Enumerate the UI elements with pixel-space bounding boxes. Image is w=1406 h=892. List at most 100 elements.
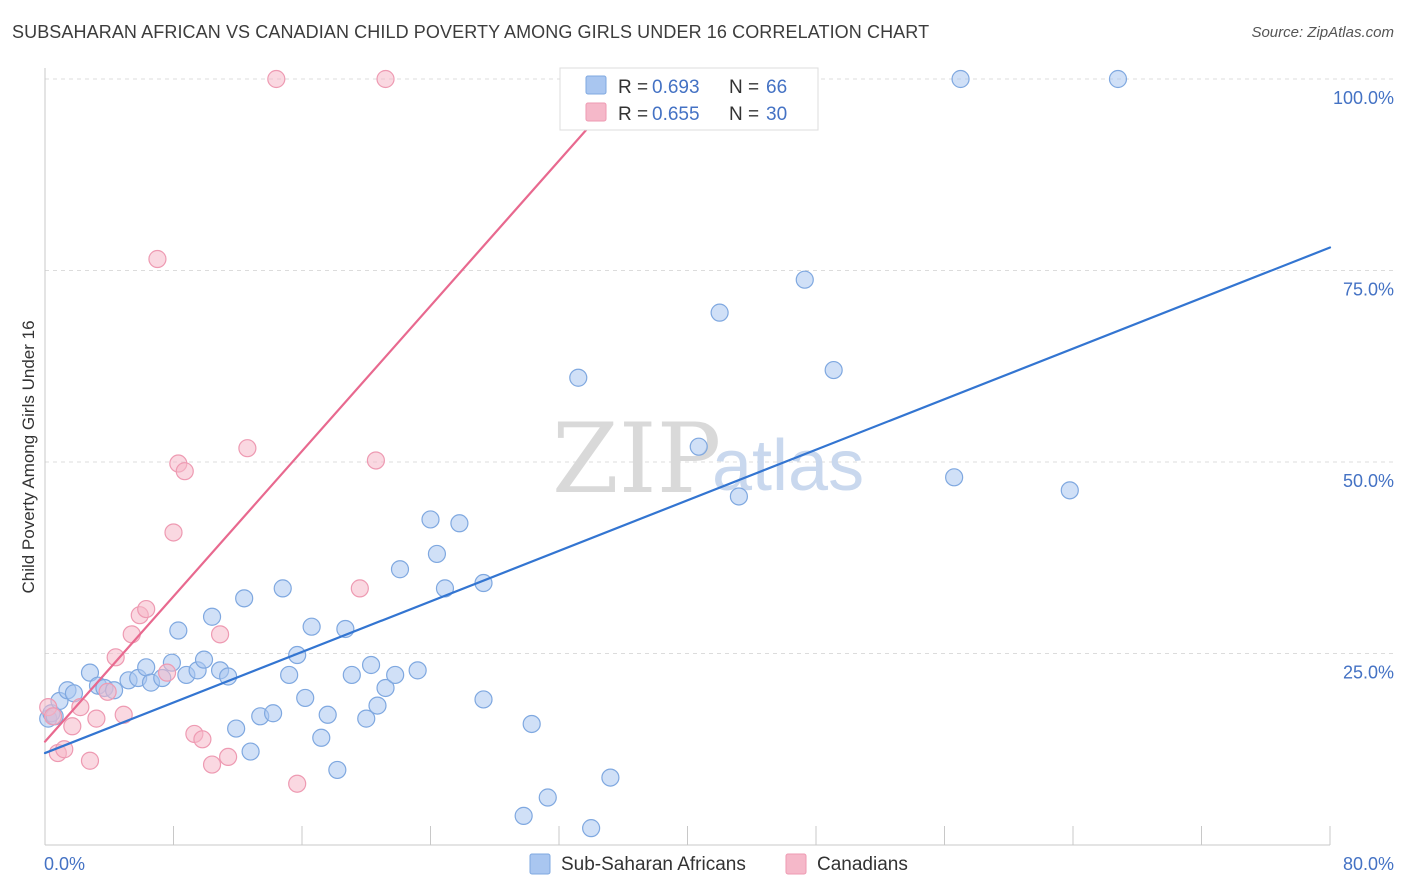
bottom-legend-label-1: Canadians [817, 854, 908, 875]
y-tick-label-0: 25.0% [1343, 663, 1394, 683]
bottom-legend-label-0: Sub-Saharan Africans [561, 854, 746, 875]
series-1-point-20 [193, 730, 212, 749]
series-1-point-24 [238, 439, 257, 458]
series-1-point-23 [219, 747, 238, 767]
series-0-point-41 [376, 678, 395, 698]
series-0-point-42 [386, 665, 405, 685]
series-0-point-58 [710, 303, 729, 322]
series-0-point-29 [280, 665, 299, 685]
series-0-point-25 [241, 742, 260, 761]
series-0-point-55 [582, 819, 601, 838]
series-1-point-18 [175, 462, 194, 481]
series-0-point-64 [1060, 481, 1079, 500]
watermark: ZIP atlas [552, 403, 864, 515]
legend-n-label-1: N = [729, 104, 759, 125]
legend-n-label-0: N = [729, 77, 759, 98]
series-0-point-44 [408, 661, 427, 680]
series-0-point-6 [80, 663, 100, 682]
legend-r-value-1: 0.655 [652, 104, 700, 125]
series-0-point-37 [342, 665, 361, 685]
x-tick-label-0: 0.0% [44, 854, 85, 874]
series-0-point-65 [1108, 69, 1128, 89]
series-1-point-28 [366, 451, 385, 470]
bottom-legend-swatch-1 [785, 853, 807, 875]
series-0-point-32 [302, 617, 321, 636]
legend-box: R = 0.693 N = 66 R = 0.655 N = 30 [559, 67, 819, 131]
series-0-point-28 [273, 579, 292, 598]
series-0-trend-line [43, 246, 1332, 755]
series-0-point-23 [227, 719, 246, 738]
series-0-point-34 [318, 705, 337, 724]
chart-title: SUBSAHARAN AFRICAN VS CANADIAN CHILD POV… [12, 22, 930, 42]
legend-r-label-1: R = [618, 104, 648, 125]
series-1-point-25 [267, 69, 286, 89]
series-1-point-4 [63, 717, 82, 736]
series-0-point-16 [169, 621, 188, 640]
series-0-point-54 [569, 368, 588, 387]
chart-source: Source: ZipAtlas.com [1251, 24, 1394, 41]
series-0-point-52 [522, 714, 541, 734]
gridlines [45, 78, 1395, 654]
series-layer [39, 69, 1128, 838]
series-0-point-35 [328, 760, 347, 780]
series-0-point-24 [235, 589, 254, 608]
series-0-point-63 [951, 69, 970, 89]
series-0-point-22 [219, 667, 238, 686]
series-0-point-43 [390, 560, 410, 579]
series-0-point-39 [361, 655, 381, 675]
series-0-points [39, 69, 1128, 838]
series-1-point-22 [210, 625, 230, 644]
series-1-point-6 [80, 751, 100, 770]
series-1-point-1 [43, 707, 63, 726]
legend-swatch-0 [585, 75, 607, 95]
series-0-point-12 [137, 658, 156, 677]
series-1-point-29 [376, 69, 395, 89]
y-tick-label-2: 75.0% [1343, 280, 1394, 300]
series-1-point-15 [157, 663, 177, 682]
tick-labels: 25.0% 50.0% 75.0% 100.0% 0.0% 80.0% [44, 88, 1394, 874]
bottom-legend: Sub-Saharan Africans Canadians [529, 853, 908, 875]
legend-r-label-0: R = [618, 77, 648, 98]
series-1-point-13 [137, 599, 156, 619]
series-1-point-7 [87, 709, 106, 728]
series-1-point-5 [71, 698, 90, 717]
series-0-point-61 [824, 360, 843, 380]
series-0-point-62 [945, 468, 964, 487]
series-0-point-57 [689, 437, 708, 456]
series-0-point-20 [202, 607, 222, 626]
series-1-point-9 [106, 648, 125, 667]
series-0-point-48 [450, 514, 469, 533]
series-1-point-8 [98, 682, 117, 701]
series-0-point-31 [296, 688, 315, 708]
legend-n-value-1: 30 [766, 104, 787, 125]
series-0-point-27 [263, 704, 283, 723]
series-0-point-19 [194, 650, 214, 669]
series-0-point-60 [795, 270, 814, 289]
series-0-point-53 [538, 788, 557, 807]
watermark-zip: ZIP [552, 403, 721, 515]
y-tick-label-1: 50.0% [1343, 471, 1394, 491]
series-0-point-33 [312, 728, 331, 747]
series-0-point-46 [427, 544, 447, 564]
series-1-point-21 [202, 755, 222, 774]
series-1-point-11 [122, 625, 141, 644]
series-0-point-59 [729, 487, 749, 506]
series-0-point-45 [421, 510, 440, 529]
legend-r-value-0: 0.693 [652, 77, 700, 98]
trend-layer [43, 77, 1332, 755]
y-tick-label-3: 100.0% [1333, 88, 1394, 108]
series-1-point-27 [350, 579, 369, 598]
series-0-point-38 [357, 709, 376, 728]
series-1-point-26 [288, 774, 307, 793]
y-axis-title: Child Poverty Among Girls Under 16 [19, 320, 38, 593]
series-1-point-14 [148, 249, 167, 269]
series-0-point-51 [514, 806, 533, 825]
series-0-point-50 [474, 690, 493, 709]
x-tick-label-1: 80.0% [1343, 854, 1394, 874]
bottom-legend-swatch-0 [529, 853, 551, 875]
series-1-points [39, 69, 395, 793]
legend-n-value-0: 66 [766, 77, 787, 98]
series-0-point-56 [601, 768, 620, 787]
series-1-trend-line [43, 77, 633, 743]
